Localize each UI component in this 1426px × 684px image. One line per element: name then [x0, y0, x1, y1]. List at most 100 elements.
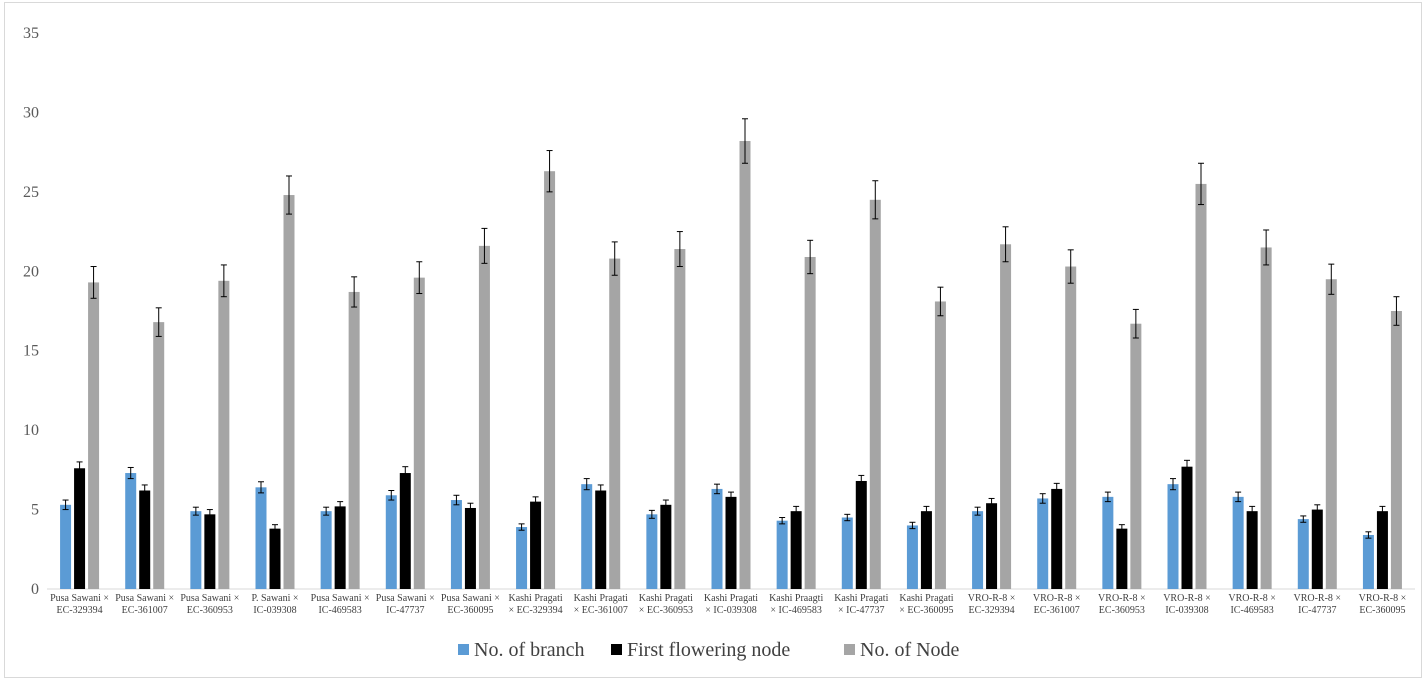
- error-bar: [258, 481, 264, 494]
- x-tick-label: EC-360953: [187, 605, 233, 616]
- legend-swatch: [611, 644, 622, 655]
- error-bar: [1365, 531, 1372, 539]
- bar-no-of-node: [153, 322, 165, 589]
- error-bar: [1249, 505, 1256, 517]
- error-bar: [1132, 308, 1139, 339]
- error-bar: [714, 483, 720, 495]
- error-bar: [206, 509, 213, 520]
- bar-first-flowering-node: [464, 507, 476, 589]
- bar-first-flowering-node: [1116, 528, 1128, 589]
- bar-no-of-branch: [516, 527, 528, 589]
- legend-swatch: [458, 644, 469, 655]
- error-bar: [192, 506, 199, 516]
- error-bar: [1039, 493, 1046, 504]
- error-bar: [532, 496, 539, 507]
- y-tick-label: 25: [23, 184, 39, 201]
- bar-no-of-branch: [841, 517, 853, 589]
- bar-no-of-branch: [1102, 496, 1114, 589]
- error-bar: [467, 502, 474, 514]
- x-tick-label: Kashi Praagti: [769, 593, 823, 604]
- error-bar: [662, 499, 669, 511]
- error-bar: [676, 231, 683, 268]
- bar-first-flowering-node: [1311, 509, 1323, 589]
- error-bar: [937, 286, 944, 317]
- error-bar: [351, 276, 358, 308]
- y-tick-label: 0: [31, 581, 39, 598]
- x-tick-label: × IC-469583: [770, 605, 821, 616]
- bar-no-of-node: [739, 141, 751, 589]
- x-tick-label: Kashi Pragati: [574, 593, 628, 604]
- bar-first-flowering-node: [660, 504, 672, 589]
- x-tick-label: P. Sawani ×: [251, 593, 298, 604]
- x-tick-label: VRO-R-8 ×: [1163, 593, 1211, 604]
- bar-no-of-branch: [1167, 484, 1179, 589]
- x-tick-label: VRO-R-8 ×: [968, 593, 1016, 604]
- bar-first-flowering-node: [595, 490, 607, 589]
- y-tick-label: 35: [23, 25, 39, 42]
- bar-no-of-node: [413, 277, 425, 589]
- bar-first-flowering-node: [139, 490, 151, 589]
- bar-no-of-node: [544, 171, 556, 589]
- legend-item: First flowering node: [611, 639, 790, 661]
- x-tick-label: IC-469583: [1230, 605, 1273, 616]
- x-tick-label: Kashi Pragati: [834, 593, 888, 604]
- error-bar: [793, 505, 800, 517]
- y-axis: 0 5 10 15 20 25 30 35: [23, 25, 39, 598]
- error-bar: [1002, 226, 1009, 263]
- error-bar: [1067, 249, 1074, 284]
- bars: [60, 118, 1402, 590]
- x-tick-label: EC-360095: [447, 605, 493, 616]
- bar-first-flowering-node: [855, 480, 867, 589]
- error-bar: [807, 239, 814, 275]
- legend-label: No. of Node: [860, 639, 960, 661]
- error-bar: [583, 478, 590, 491]
- error-bar: [286, 175, 292, 215]
- bar-first-flowering-node: [530, 501, 542, 589]
- bar-no-of-node: [609, 258, 621, 589]
- error-bar: [1314, 504, 1321, 515]
- error-bar: [872, 180, 879, 220]
- error-bar: [988, 497, 995, 509]
- bar-no-of-branch: [255, 487, 267, 589]
- error-bar: [518, 523, 525, 531]
- bar-no-of-branch: [906, 525, 918, 589]
- bar-first-flowering-node: [334, 506, 346, 589]
- error-bar: [481, 227, 488, 264]
- bar-no-of-node: [869, 199, 881, 590]
- x-tick-label: IC-039308: [1165, 605, 1208, 616]
- x-tick-label: EC-361007: [1034, 605, 1080, 616]
- x-tick-label: IC-039308: [253, 605, 296, 616]
- bar-no-of-branch: [450, 500, 462, 589]
- error-bar: [974, 506, 981, 516]
- x-tick-label: × IC-039308: [705, 605, 756, 616]
- bar-no-of-node: [218, 280, 230, 589]
- error-bar: [141, 484, 148, 497]
- y-tick-label: 15: [23, 343, 39, 360]
- x-tick-label: IC-47737: [1298, 605, 1336, 616]
- x-tick-label: EC-361007: [122, 605, 168, 616]
- x-tick-label: Kashi Pragati: [899, 593, 953, 604]
- legend-item: No. of branch: [458, 639, 585, 661]
- bar-no-of-branch: [646, 514, 658, 589]
- bar-first-flowering-node: [399, 473, 411, 589]
- y-tick-label: 5: [31, 502, 39, 519]
- x-tick-label: Kashi Pragati: [704, 593, 758, 604]
- bar-no-of-node: [1130, 323, 1142, 589]
- bar-first-flowering-node: [269, 528, 281, 589]
- bar-no-of-branch: [1362, 534, 1374, 589]
- x-tick-label: IC-469583: [318, 605, 361, 616]
- bar-no-of-node: [1260, 247, 1272, 589]
- legend-label: First flowering node: [627, 639, 790, 661]
- bar-no-of-node: [1325, 279, 1337, 589]
- bar-first-flowering-node: [1246, 511, 1258, 589]
- bar-no-of-branch: [320, 511, 332, 589]
- error-bar: [858, 474, 865, 488]
- x-tick-label: VRO-R-8 ×: [1293, 593, 1341, 604]
- x-tick-label: Pusa Sawani ×: [376, 593, 435, 604]
- bar-no-of-branch: [1037, 498, 1049, 589]
- error-bar: [1104, 491, 1111, 503]
- x-tick-label: Kashi Pragati: [508, 593, 562, 604]
- bar-no-of-node: [804, 256, 816, 589]
